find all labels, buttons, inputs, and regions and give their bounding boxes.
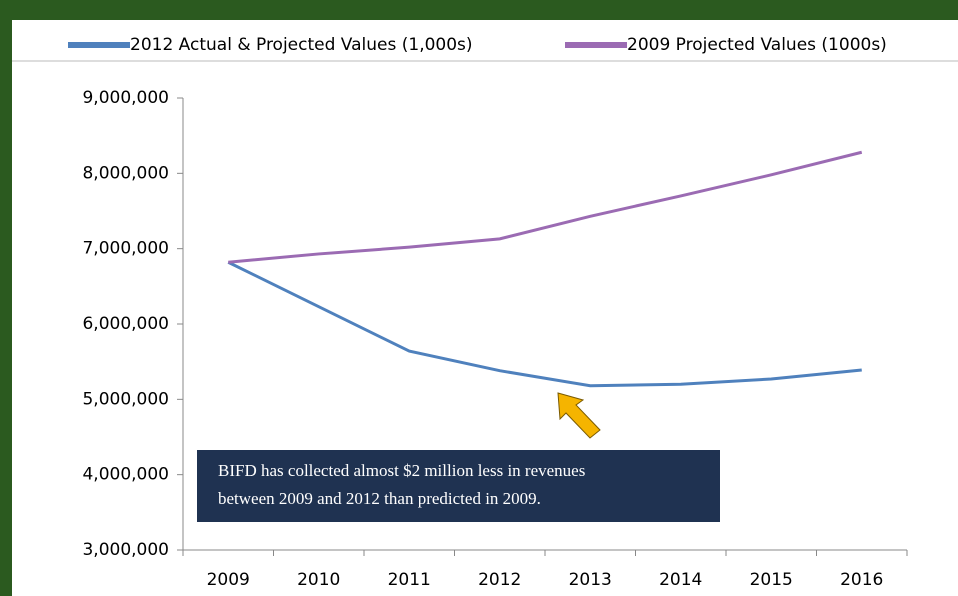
- y-tick-label: 6,000,000: [82, 314, 169, 334]
- y-tick-label: 3,000,000: [82, 540, 169, 560]
- x-tick-label: 2010: [297, 570, 340, 590]
- y-tick-label: 4,000,000: [82, 465, 169, 485]
- y-tick-label: 9,000,000: [82, 88, 169, 108]
- x-tick-label: 2016: [840, 570, 883, 590]
- x-tick-label: 2014: [659, 570, 702, 590]
- x-tick-label: 2015: [750, 570, 793, 590]
- annotation-box: [197, 450, 720, 522]
- series-line: [228, 150, 863, 264]
- x-tick-label: 2013: [569, 570, 612, 590]
- annotation-line: between 2009 and 2012 than predicted in …: [218, 489, 541, 508]
- x-tick-label: 2009: [207, 570, 250, 590]
- legend-label: 2009 Projected Values (1000s): [627, 35, 887, 55]
- y-tick-label: 8,000,000: [82, 163, 169, 183]
- y-tick-label: 5,000,000: [82, 389, 169, 409]
- annotation-line: BIFD has collected almost $2 million les…: [218, 461, 585, 480]
- x-tick-label: 2011: [388, 570, 431, 590]
- series-line: [227, 260, 862, 388]
- y-tick-label: 7,000,000: [82, 239, 169, 259]
- legend-label: 2012 Actual & Projected Values (1,000s): [130, 35, 473, 55]
- arrow: [557, 392, 601, 439]
- x-tick-label: 2012: [478, 570, 521, 590]
